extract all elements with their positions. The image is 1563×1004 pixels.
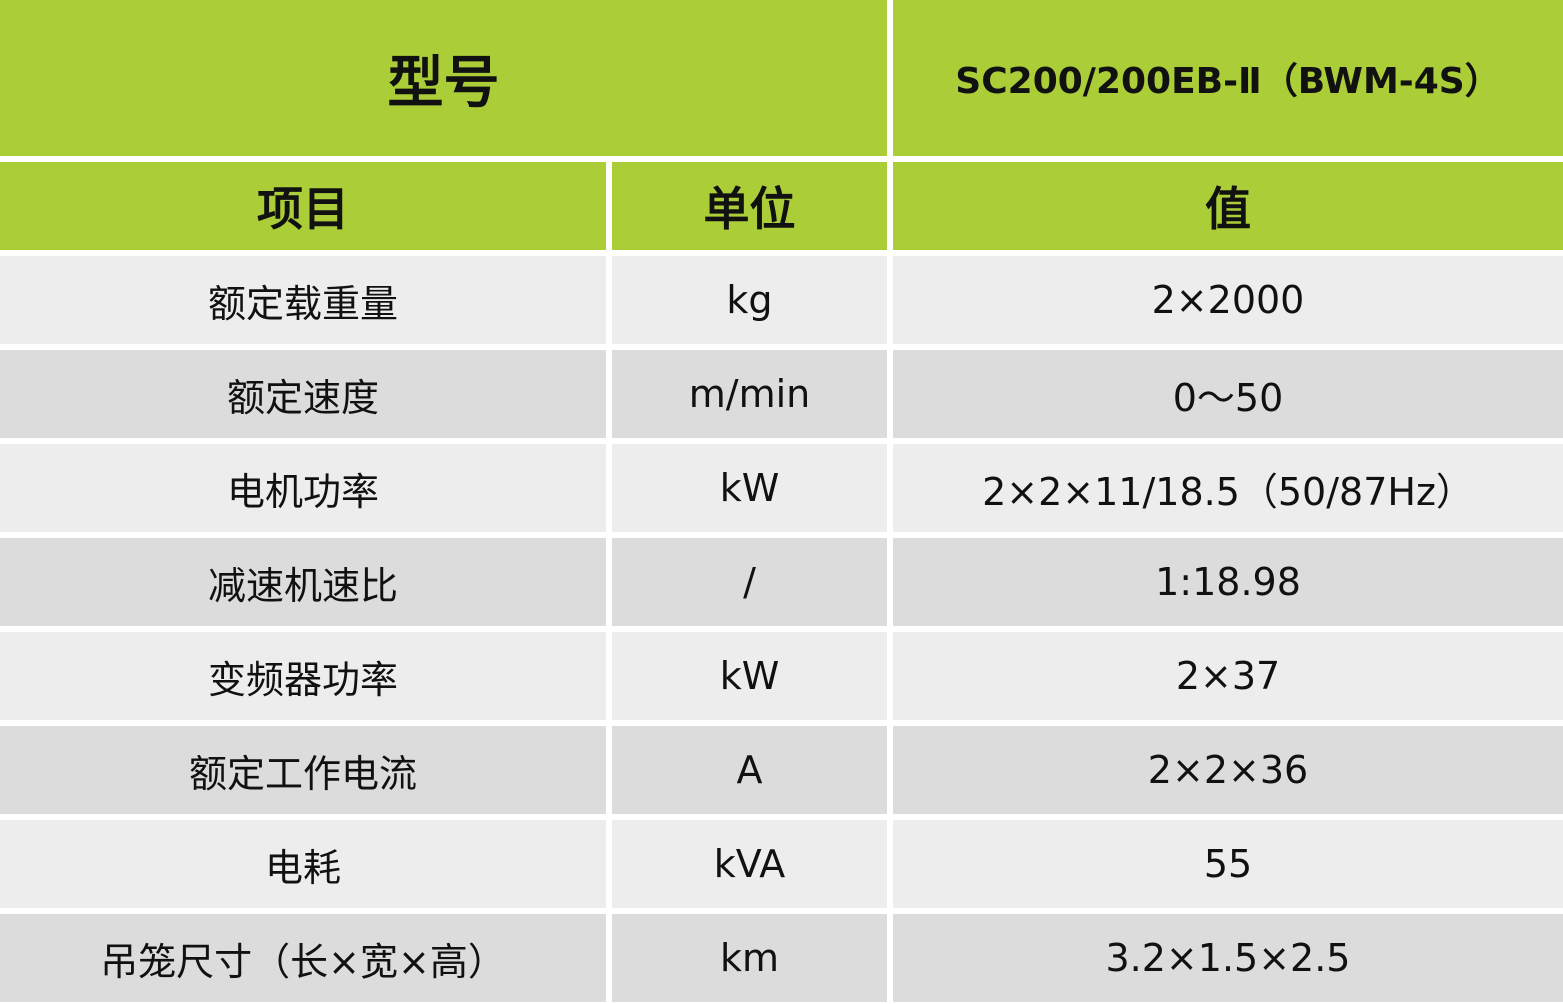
table-cell-value: 2×2000 [893, 256, 1563, 344]
table-cell-unit: A [612, 726, 887, 814]
table-cell-value: 55 [893, 820, 1563, 908]
table-cell-item: 变频器功率 [0, 632, 606, 720]
table-cell-value: 0～50 [893, 350, 1563, 438]
table-cell-unit: kW [612, 632, 887, 720]
model-label: 型号 [0, 0, 887, 156]
model-value: SC200/200EB-Ⅱ（BWM-4S） [893, 0, 1563, 156]
table-cell-item: 吊笼尺寸（长×宽×高） [0, 914, 606, 1002]
table-cell-unit: kg [612, 256, 887, 344]
table-cell-value: 2×2×36 [893, 726, 1563, 814]
table-cell-item: 额定速度 [0, 350, 606, 438]
table-cell-item: 减速机速比 [0, 538, 606, 626]
table-cell-item: 电机功率 [0, 444, 606, 532]
column-header-value: 值 [893, 162, 1563, 250]
column-header-unit: 单位 [612, 162, 887, 250]
table-cell-unit: m/min [612, 350, 887, 438]
table-cell-value: 2×37 [893, 632, 1563, 720]
table-cell-value: 3.2×1.5×2.5 [893, 914, 1563, 1002]
table-cell-item: 额定载重量 [0, 256, 606, 344]
table-cell-item: 电耗 [0, 820, 606, 908]
column-header-item: 项目 [0, 162, 606, 250]
table-cell-value: 2×2×11/18.5（50/87Hz） [893, 444, 1563, 532]
table-cell-unit: kVA [612, 820, 887, 908]
table-cell-value: 1:18.98 [893, 538, 1563, 626]
table-cell-item: 额定工作电流 [0, 726, 606, 814]
table-cell-unit: km [612, 914, 887, 1002]
table-cell-unit: / [612, 538, 887, 626]
table-cell-unit: kW [612, 444, 887, 532]
